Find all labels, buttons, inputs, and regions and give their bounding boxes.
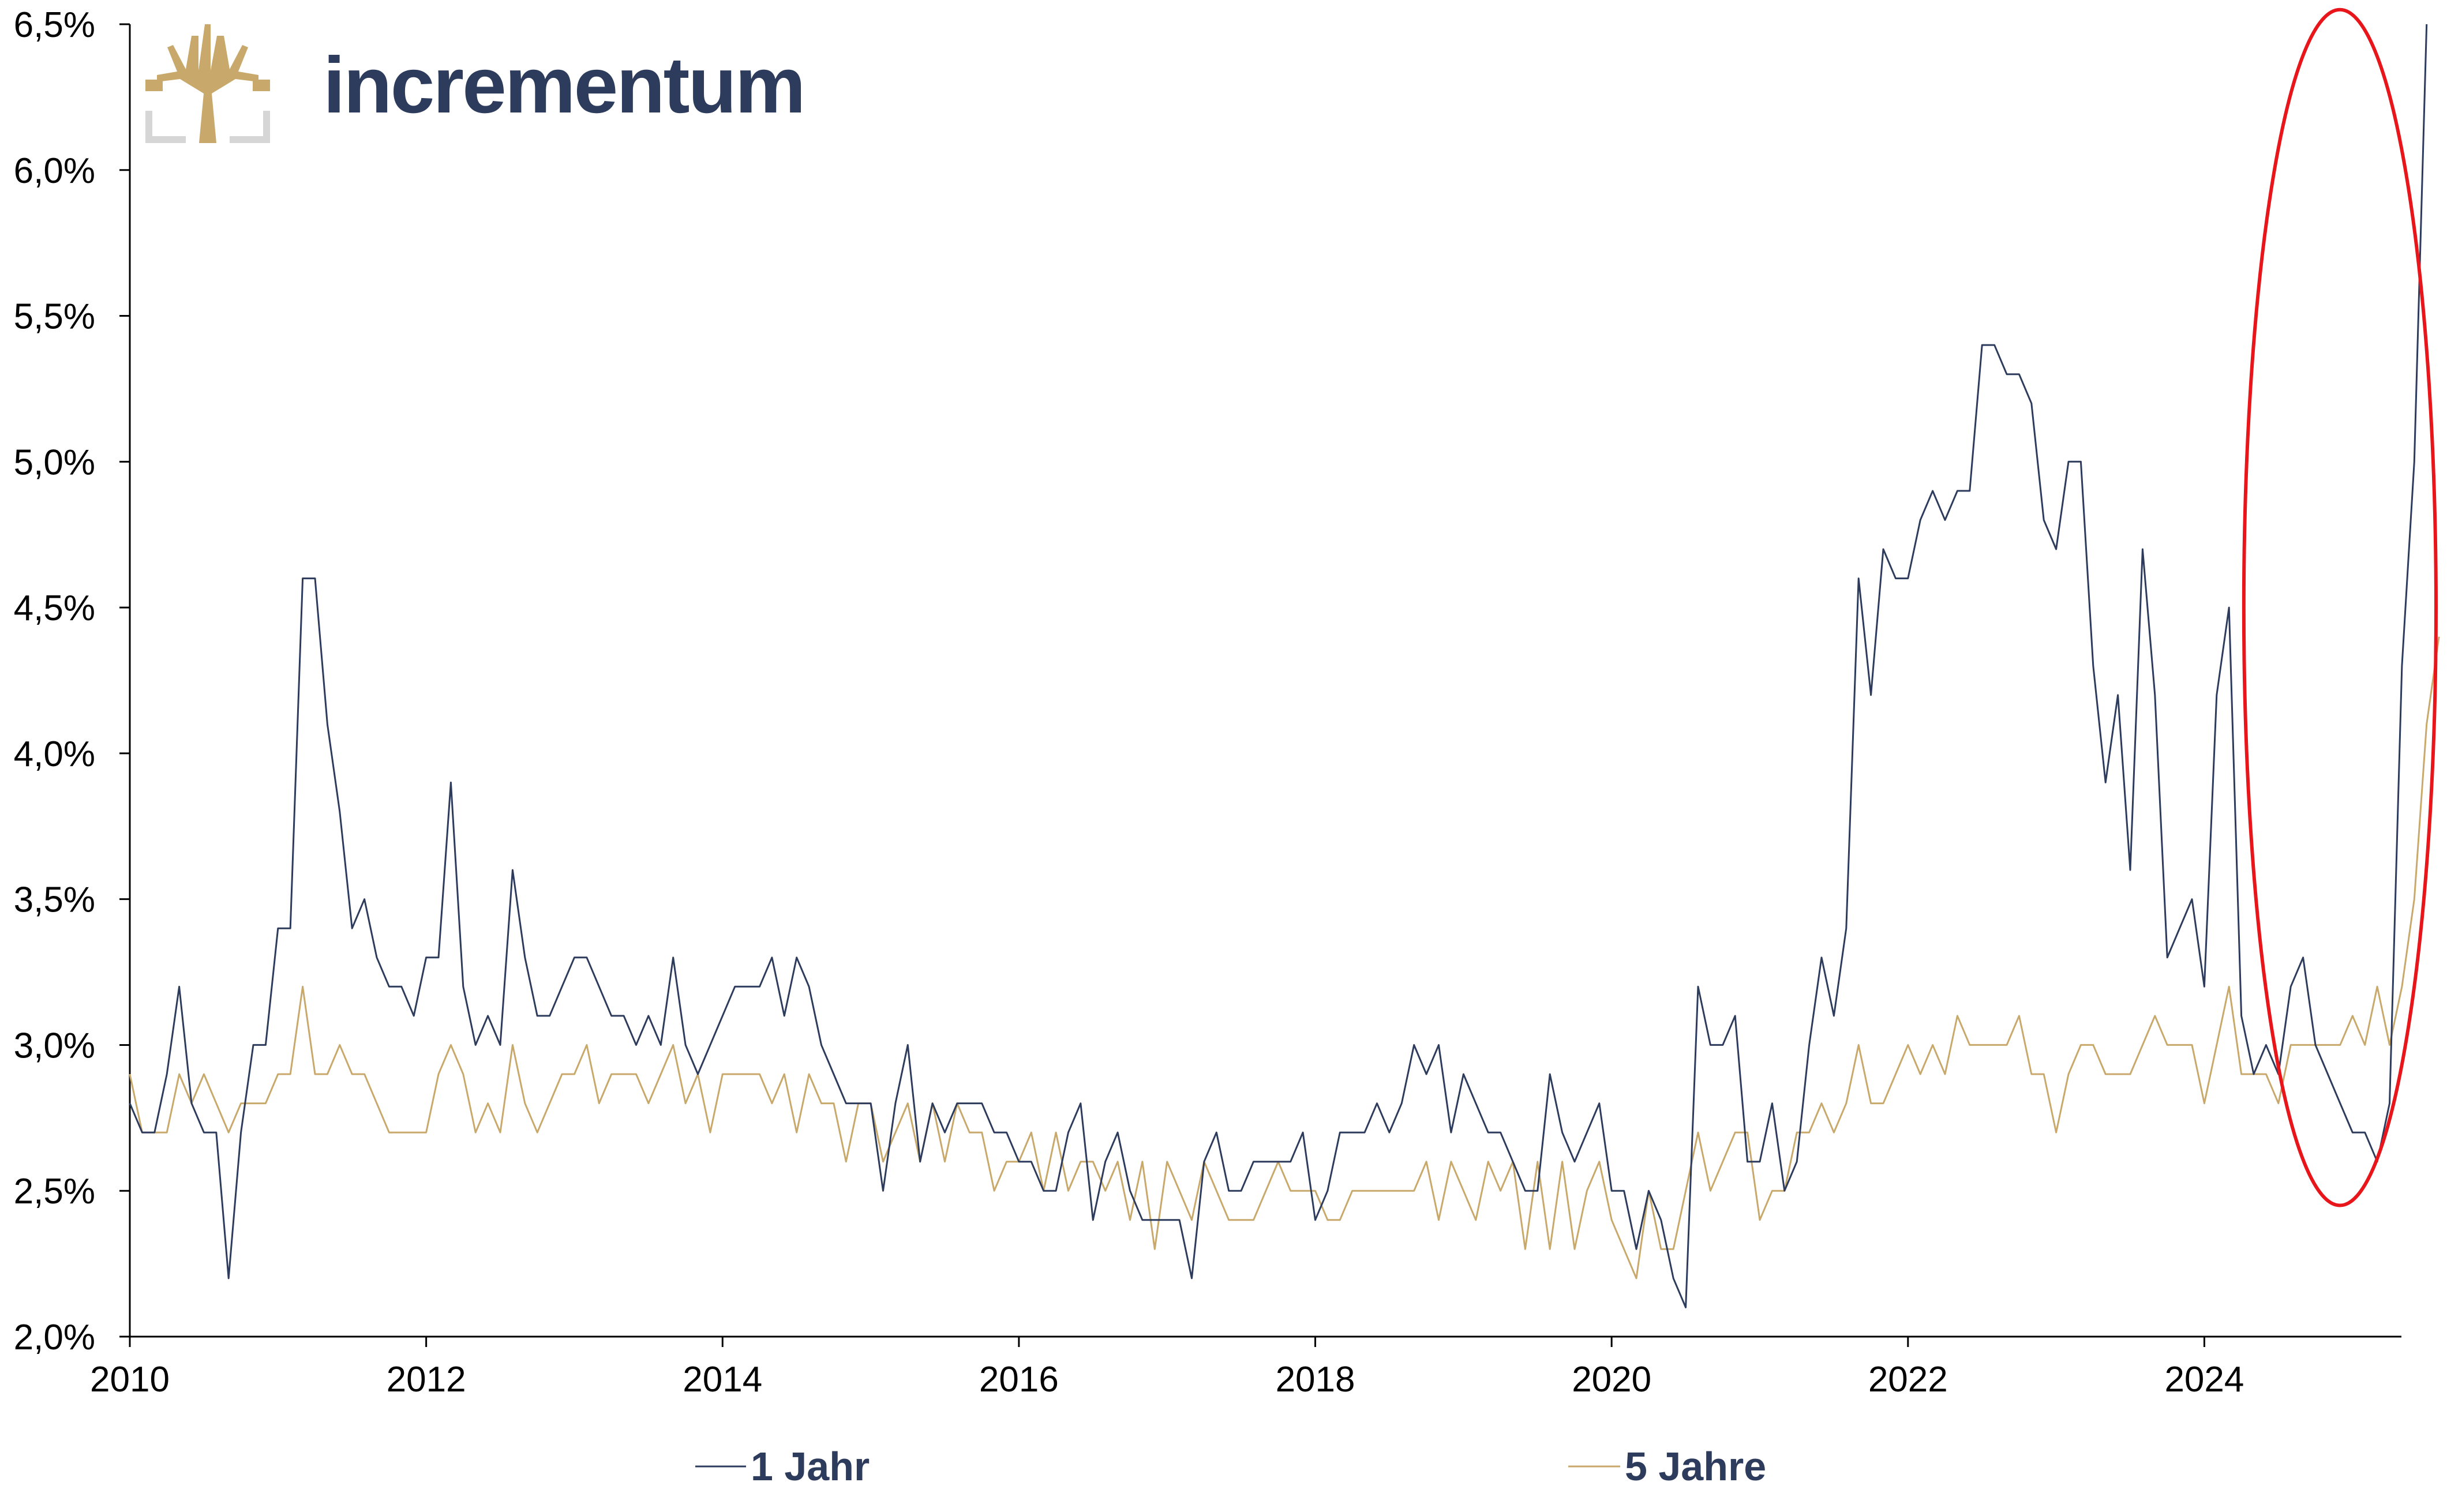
x-tick-label: 2020 — [1572, 1360, 1651, 1400]
tree-logo-icon — [145, 24, 270, 143]
y-tick-label: 3,0% — [14, 1026, 95, 1065]
series-line-1-jahr — [129, 24, 2428, 1308]
y-tick-label: 5,0% — [14, 442, 95, 482]
x-tick-label: 2014 — [683, 1360, 762, 1400]
legend: 1 Jahr 5 Jahre — [695, 1444, 1766, 1489]
y-tick-label: 3,5% — [14, 880, 95, 920]
series-line-5-jahre — [129, 636, 2440, 1280]
y-tick-label: 2,0% — [14, 1318, 95, 1357]
y-tick-label: 4,0% — [14, 734, 95, 774]
y-tick-label: 6,0% — [14, 151, 95, 191]
x-tick-label: 2022 — [1868, 1360, 1948, 1400]
y-axis: 2,0% 2,5% 3,0% 3,5% 4,0% 4,5% 5,0% 5,5% 6,0% 6,5% — [14, 5, 130, 1357]
x-tick-label: 2024 — [2164, 1360, 2244, 1400]
y-tick-label: 4,5% — [14, 588, 95, 628]
x-tick-label: 2012 — [387, 1360, 466, 1400]
x-tick-label: 2016 — [979, 1360, 1059, 1400]
highlight-ellipse — [2242, 7, 2438, 1207]
x-axis: 2010 2012 2014 2016 2018 2020 2022 2024 — [90, 1337, 2244, 1400]
x-tick-label: 2010 — [90, 1360, 170, 1400]
y-tick-label: 5,5% — [14, 297, 95, 337]
y-tick-label: 2,5% — [14, 1172, 95, 1211]
legend-label-5-jahre: 5 Jahre — [1625, 1444, 1766, 1489]
brand-name: incrementum — [323, 41, 804, 130]
x-tick-label: 2018 — [1276, 1360, 1355, 1400]
series-layer — [129, 24, 2440, 1308]
y-tick-label: 6,5% — [14, 5, 95, 45]
legend-label-1-jahr: 1 Jahr — [751, 1444, 870, 1489]
